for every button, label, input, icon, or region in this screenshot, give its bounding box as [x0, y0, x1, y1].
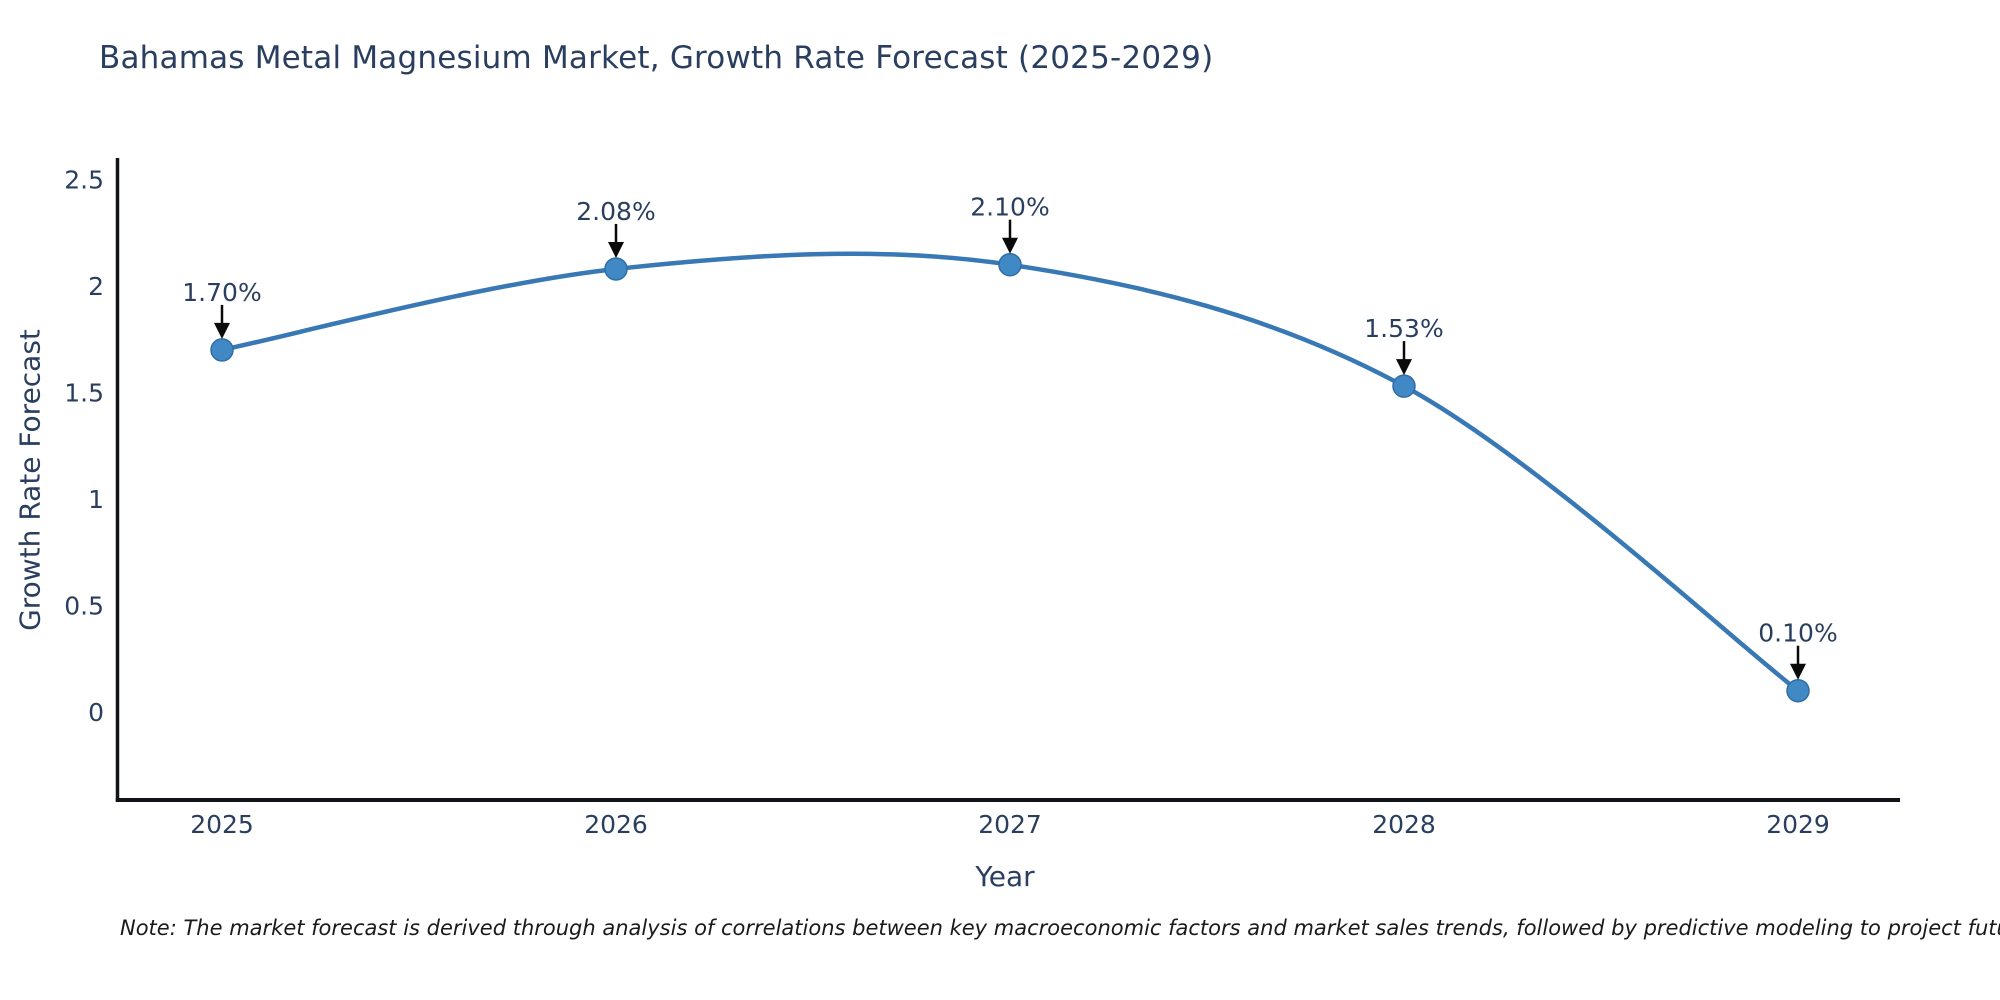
data-point-marker — [1392, 374, 1416, 398]
x-tick-label: 2029 — [1766, 810, 1830, 839]
y-tick-label: 2 — [88, 272, 104, 301]
x-tick-label: 2025 — [190, 810, 254, 839]
y-tick-label: 2.5 — [64, 166, 104, 195]
annotation-arrowhead — [1002, 237, 1018, 254]
y-tick-label: 1 — [88, 485, 104, 514]
footnote: Note: The market forecast is derived thr… — [120, 916, 2000, 940]
data-point-label: 2.10% — [970, 193, 1049, 222]
data-point-marker — [1786, 678, 1810, 703]
data-point-label: 0.10% — [1758, 619, 1837, 648]
data-point-label: 1.53% — [1364, 314, 1443, 343]
x-tick-label: 2027 — [978, 810, 1042, 839]
data-point-label: 2.08% — [576, 197, 655, 226]
trend-line — [219, 251, 1801, 693]
data-point-marker — [998, 252, 1022, 277]
x-tick-label: 2026 — [584, 810, 648, 839]
annotation-arrowhead — [1396, 359, 1412, 376]
y-tick-label: 1.5 — [64, 379, 104, 408]
data-point-marker — [604, 257, 628, 281]
x-tick-label: 2028 — [1372, 810, 1436, 839]
annotation-arrowhead — [1790, 663, 1806, 680]
data-point-marker — [210, 338, 234, 362]
y-tick-label: 0 — [88, 698, 104, 727]
annotation-arrowhead — [608, 241, 624, 258]
annotation-arrowhead — [214, 322, 230, 339]
data-point-label: 1.70% — [182, 278, 261, 307]
x-axis-title: Year — [975, 860, 1035, 893]
y-tick-label: 0.5 — [64, 592, 104, 621]
chart-title: Bahamas Metal Magnesium Market, Growth R… — [99, 40, 1214, 76]
